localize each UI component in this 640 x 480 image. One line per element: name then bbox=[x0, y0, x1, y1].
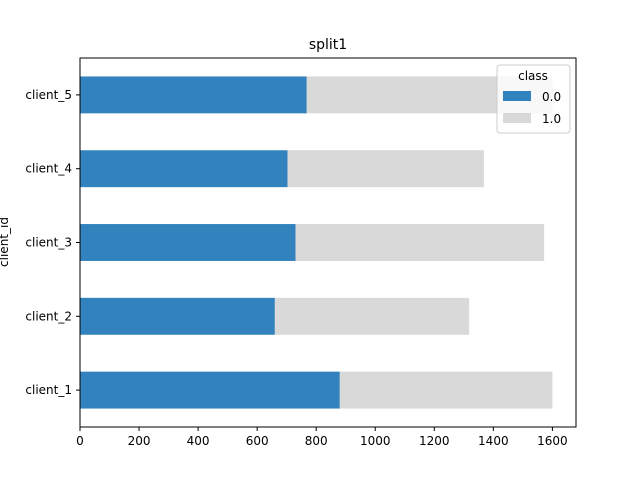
x-tick-label: 1200 bbox=[419, 434, 450, 448]
x-tick-label: 1600 bbox=[537, 434, 568, 448]
y-tick-label: client_1 bbox=[25, 383, 72, 397]
bar-client_1-series-1 bbox=[80, 371, 340, 409]
legend-label-series-1: 0.0 bbox=[542, 90, 561, 104]
legend: class 0.0 1.0 bbox=[496, 64, 571, 134]
x-tick-label: 600 bbox=[246, 434, 269, 448]
y-axis-ticks: client_1 client_2 client_3 client_4 client_5 bbox=[25, 88, 80, 397]
x-tick-label: 0 bbox=[76, 434, 84, 448]
bar-client_1-series-2 bbox=[339, 371, 553, 409]
x-tick-label: 400 bbox=[187, 434, 210, 448]
chart-title: split1 bbox=[309, 37, 347, 53]
bar-client_4-series-1 bbox=[80, 150, 288, 188]
x-tick-label: 200 bbox=[128, 434, 151, 448]
bar-client_4-series-2 bbox=[287, 150, 484, 188]
x-axis-ticks: 0 200 400 600 800 1000 1200 1400 1600 bbox=[76, 427, 568, 448]
x-tick-label: 800 bbox=[305, 434, 328, 448]
y-axis-label: client_id bbox=[0, 217, 11, 267]
bars bbox=[80, 76, 553, 409]
legend-swatch-series-1 bbox=[503, 91, 531, 101]
legend-swatch-series-2 bbox=[503, 113, 531, 123]
y-tick-label: client_2 bbox=[25, 309, 72, 323]
bar-client_2-series-1 bbox=[80, 297, 275, 335]
x-tick-label: 1000 bbox=[360, 434, 391, 448]
legend-title: class bbox=[518, 69, 548, 83]
bar-client_2-series-2 bbox=[274, 297, 470, 335]
x-tick-label: 1400 bbox=[478, 434, 509, 448]
legend-label-series-2: 1.0 bbox=[542, 112, 561, 126]
y-tick-label: client_4 bbox=[25, 162, 72, 176]
y-tick-label: client_3 bbox=[25, 236, 72, 250]
bar-client_3-series-1 bbox=[80, 224, 296, 261]
plot-frame bbox=[79, 57, 577, 428]
y-tick-label: client_5 bbox=[25, 88, 72, 102]
bar-client_3-series-2 bbox=[295, 224, 545, 261]
bar-client_5-series-1 bbox=[80, 76, 307, 114]
